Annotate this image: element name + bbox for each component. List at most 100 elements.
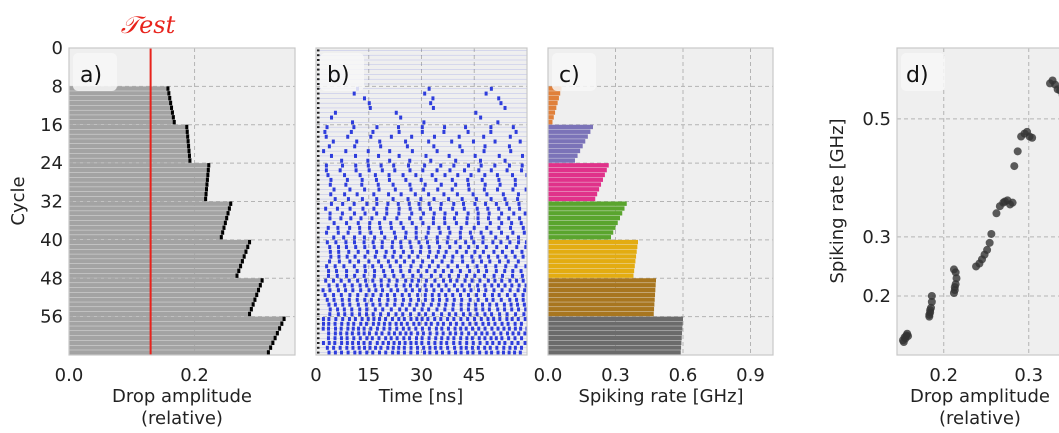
spike-marker (429, 101, 433, 106)
spike-marker (383, 273, 387, 278)
amplitude-bar-edge (188, 158, 192, 163)
amplitude-bar-edge (255, 292, 259, 298)
amplitude-bar (69, 211, 230, 216)
rate-bar (548, 177, 603, 182)
spike-marker (485, 225, 489, 230)
rate-bar (548, 321, 683, 326)
spike-marker (470, 336, 474, 341)
amplitude-bar (69, 215, 229, 221)
spike-marker (327, 331, 331, 336)
spike-marker (447, 288, 451, 293)
spike-marker (516, 317, 520, 322)
spike-marker (431, 96, 435, 101)
spike-marker (505, 201, 509, 206)
spike-marker (454, 158, 458, 163)
amplitude-bar-edge (239, 263, 243, 269)
spike-marker (387, 192, 391, 197)
raster-row-start (317, 130, 320, 133)
spike-marker (507, 216, 511, 221)
y-tick-label: 16 (40, 115, 63, 136)
spike-marker (334, 317, 338, 322)
spike-marker (516, 197, 520, 202)
spike-marker (354, 168, 358, 173)
amplitude-bar (69, 297, 257, 302)
panel-b-label: b) (327, 63, 350, 88)
spike-marker (436, 240, 440, 245)
spike-marker (401, 225, 405, 230)
spike-marker (494, 269, 498, 274)
spike-marker (326, 273, 330, 278)
amplitude-bar-edge (187, 153, 191, 158)
spike-marker (357, 259, 361, 264)
spike-marker (367, 259, 371, 264)
raster-row-start (317, 222, 320, 225)
spike-marker (366, 163, 370, 168)
raster-row-start (317, 284, 320, 287)
spike-marker (446, 345, 450, 350)
rate-bar (548, 307, 655, 312)
rate-bar (548, 143, 583, 149)
rate-bar (548, 220, 618, 226)
scatter-point (985, 238, 994, 247)
spike-marker (365, 283, 369, 288)
spike-marker (390, 245, 394, 250)
spike-marker (361, 206, 365, 211)
amplitude-bar (69, 187, 209, 192)
spike-marker (340, 211, 344, 216)
spike-marker (481, 321, 485, 326)
spike-marker (465, 221, 469, 226)
spike-marker (427, 264, 431, 269)
spike-marker (377, 297, 381, 302)
spike-marker (513, 182, 517, 187)
spike-marker (408, 158, 412, 163)
panel-d-x-axis-label-line2: (relative) (939, 408, 1021, 429)
raster-row-start (317, 121, 320, 124)
tick-labels: 0 8 16 24 32 40 48 56 0.0 0.2 0 15 30 45 0.0 0.3 0.6 0.9 0… (40, 38, 1043, 386)
rate-bar (548, 225, 616, 230)
scatter-point (925, 310, 934, 319)
scatter-point (951, 280, 960, 289)
spike-marker (352, 125, 356, 130)
spike-marker (489, 197, 493, 202)
spike-marker (328, 249, 332, 254)
spike-marker (321, 321, 325, 326)
spike-marker (418, 206, 422, 211)
spike-marker (424, 153, 428, 158)
spike-marker (347, 249, 351, 254)
spike-marker (492, 249, 496, 254)
spike-marker (459, 317, 463, 322)
spike-marker (481, 240, 485, 245)
spike-marker (429, 321, 433, 326)
spike-marker (508, 345, 512, 350)
rate-bar (548, 201, 627, 206)
spike-marker (408, 240, 412, 245)
spike-marker (513, 321, 517, 326)
spike-marker (500, 336, 504, 341)
spike-marker (408, 269, 412, 274)
spike-marker (469, 173, 473, 178)
spike-marker (427, 307, 431, 312)
spike-marker (503, 341, 507, 346)
spike-marker (375, 326, 379, 331)
spike-marker (378, 317, 382, 322)
spike-marker (420, 125, 424, 130)
spike-marker (483, 182, 487, 187)
raster-row-start (317, 193, 320, 196)
spike-marker (471, 350, 475, 355)
spike-marker (418, 288, 422, 293)
threshold-label: 𝒯est (121, 11, 176, 39)
raster-row-start (317, 303, 320, 306)
spike-marker (375, 249, 379, 254)
spike-marker (402, 345, 406, 350)
spike-marker (411, 273, 415, 278)
spike-marker (342, 235, 346, 240)
spike-marker (371, 278, 375, 283)
spike-marker (366, 149, 370, 154)
spike-marker (488, 221, 492, 226)
spike-marker (409, 350, 413, 355)
spike-marker (416, 331, 420, 336)
spike-marker (353, 254, 357, 259)
spike-marker (459, 307, 463, 312)
spike-marker (360, 177, 364, 182)
spike-marker (513, 293, 517, 298)
